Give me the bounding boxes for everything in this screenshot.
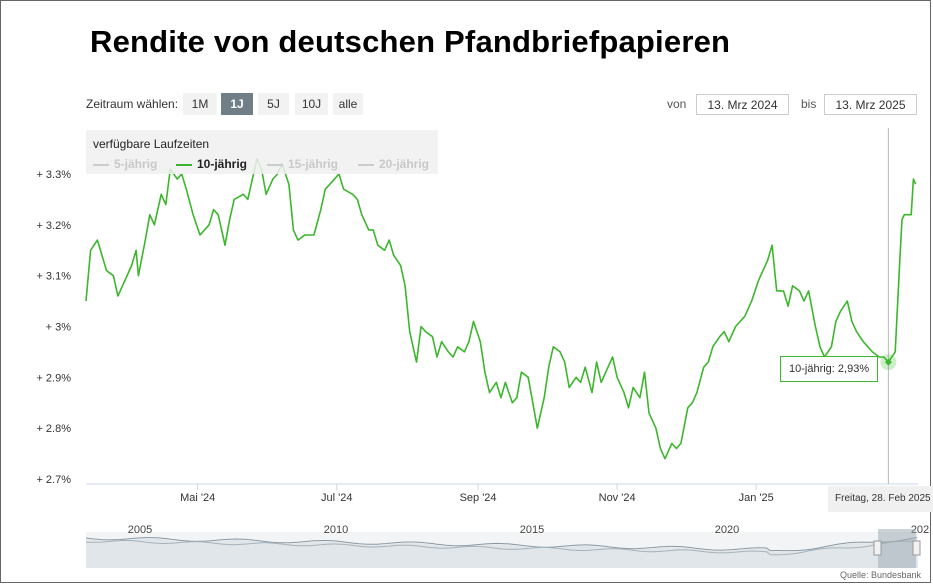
y-tick-label: + 3.3%: [36, 169, 71, 181]
navigator-line-2: [85, 540, 917, 556]
y-tick-label: + 3.2%: [36, 220, 71, 232]
legend-swatch: [93, 163, 109, 166]
navigator-year-label: 2010: [324, 524, 348, 536]
legend-item-5-jaehrig[interactable]: 5-jährig: [93, 157, 157, 171]
legend-label: 20-jährig: [379, 157, 430, 171]
range-button-5j[interactable]: 5J: [258, 93, 289, 115]
tooltip: 10-jährig: 2,93%: [780, 356, 879, 382]
legend-swatch: [358, 163, 374, 166]
x-tick-label: Jan '25: [739, 492, 774, 504]
navigator-year-label: 2005: [128, 524, 152, 536]
legend-item-15-jaehrig[interactable]: 15-jährig: [267, 157, 338, 171]
y-tick-label: + 3.1%: [36, 271, 71, 283]
navigator-selection[interactable]: [878, 529, 916, 568]
legend: verfügbare Laufzeiten 5-jährig 10-jährig…: [86, 130, 438, 174]
navigator-handle-right[interactable]: [912, 540, 921, 556]
legend-label: 10-jährig: [197, 157, 248, 171]
navigator-handle-left[interactable]: [873, 540, 882, 556]
legend-label: 5-jährig: [114, 157, 158, 171]
from-label: von: [667, 97, 687, 111]
to-label: bis: [801, 97, 817, 111]
highlight-marker: [884, 358, 892, 366]
range-button-10j[interactable]: 10J: [295, 93, 328, 115]
y-tick-label: + 2.9%: [36, 372, 71, 384]
from-date-input[interactable]: 13. Mrz 2024: [696, 94, 789, 115]
y-tick-label: + 2.7%: [36, 474, 71, 486]
legend-label: 15-jährig: [288, 157, 339, 171]
to-date-input[interactable]: 13. Mrz 2025: [824, 94, 917, 115]
x-tick-label: Nov '24: [599, 492, 636, 504]
navigator-year-label: 2015: [520, 524, 544, 536]
range-button-alle[interactable]: alle: [333, 93, 363, 115]
x-tick-label: Jul '24: [321, 492, 352, 504]
range-label: Zeitraum wählen:: [86, 97, 179, 111]
legend-item-10-jaehrig[interactable]: 10-jährig: [176, 157, 247, 171]
range-button-1j[interactable]: 1J: [221, 93, 253, 115]
chart-title: Rendite von deutschen Pfandbriefpapieren: [90, 24, 731, 59]
y-tick-label: + 3%: [46, 322, 72, 334]
legend-swatch: [176, 163, 192, 166]
x-tick-label: Mai '24: [180, 492, 215, 504]
navigator-line-1: [85, 536, 918, 552]
legend-title: verfügbare Laufzeiten: [93, 137, 210, 151]
x-tick-label: Sep '24: [460, 492, 497, 504]
source-credit: Quelle: Bundesbank: [840, 570, 922, 580]
navigator-year-label: 2020: [715, 524, 739, 536]
y-tick-label: + 2.8%: [36, 423, 71, 435]
crosshair-date-label: Freitag, 28. Feb 2025: [828, 486, 933, 512]
series-line-10-jaehrig: [85, 157, 917, 460]
legend-swatch: [267, 163, 283, 166]
range-button-1m[interactable]: 1M: [183, 93, 217, 115]
legend-item-20-jaehrig[interactable]: 20-jährig: [358, 157, 429, 171]
